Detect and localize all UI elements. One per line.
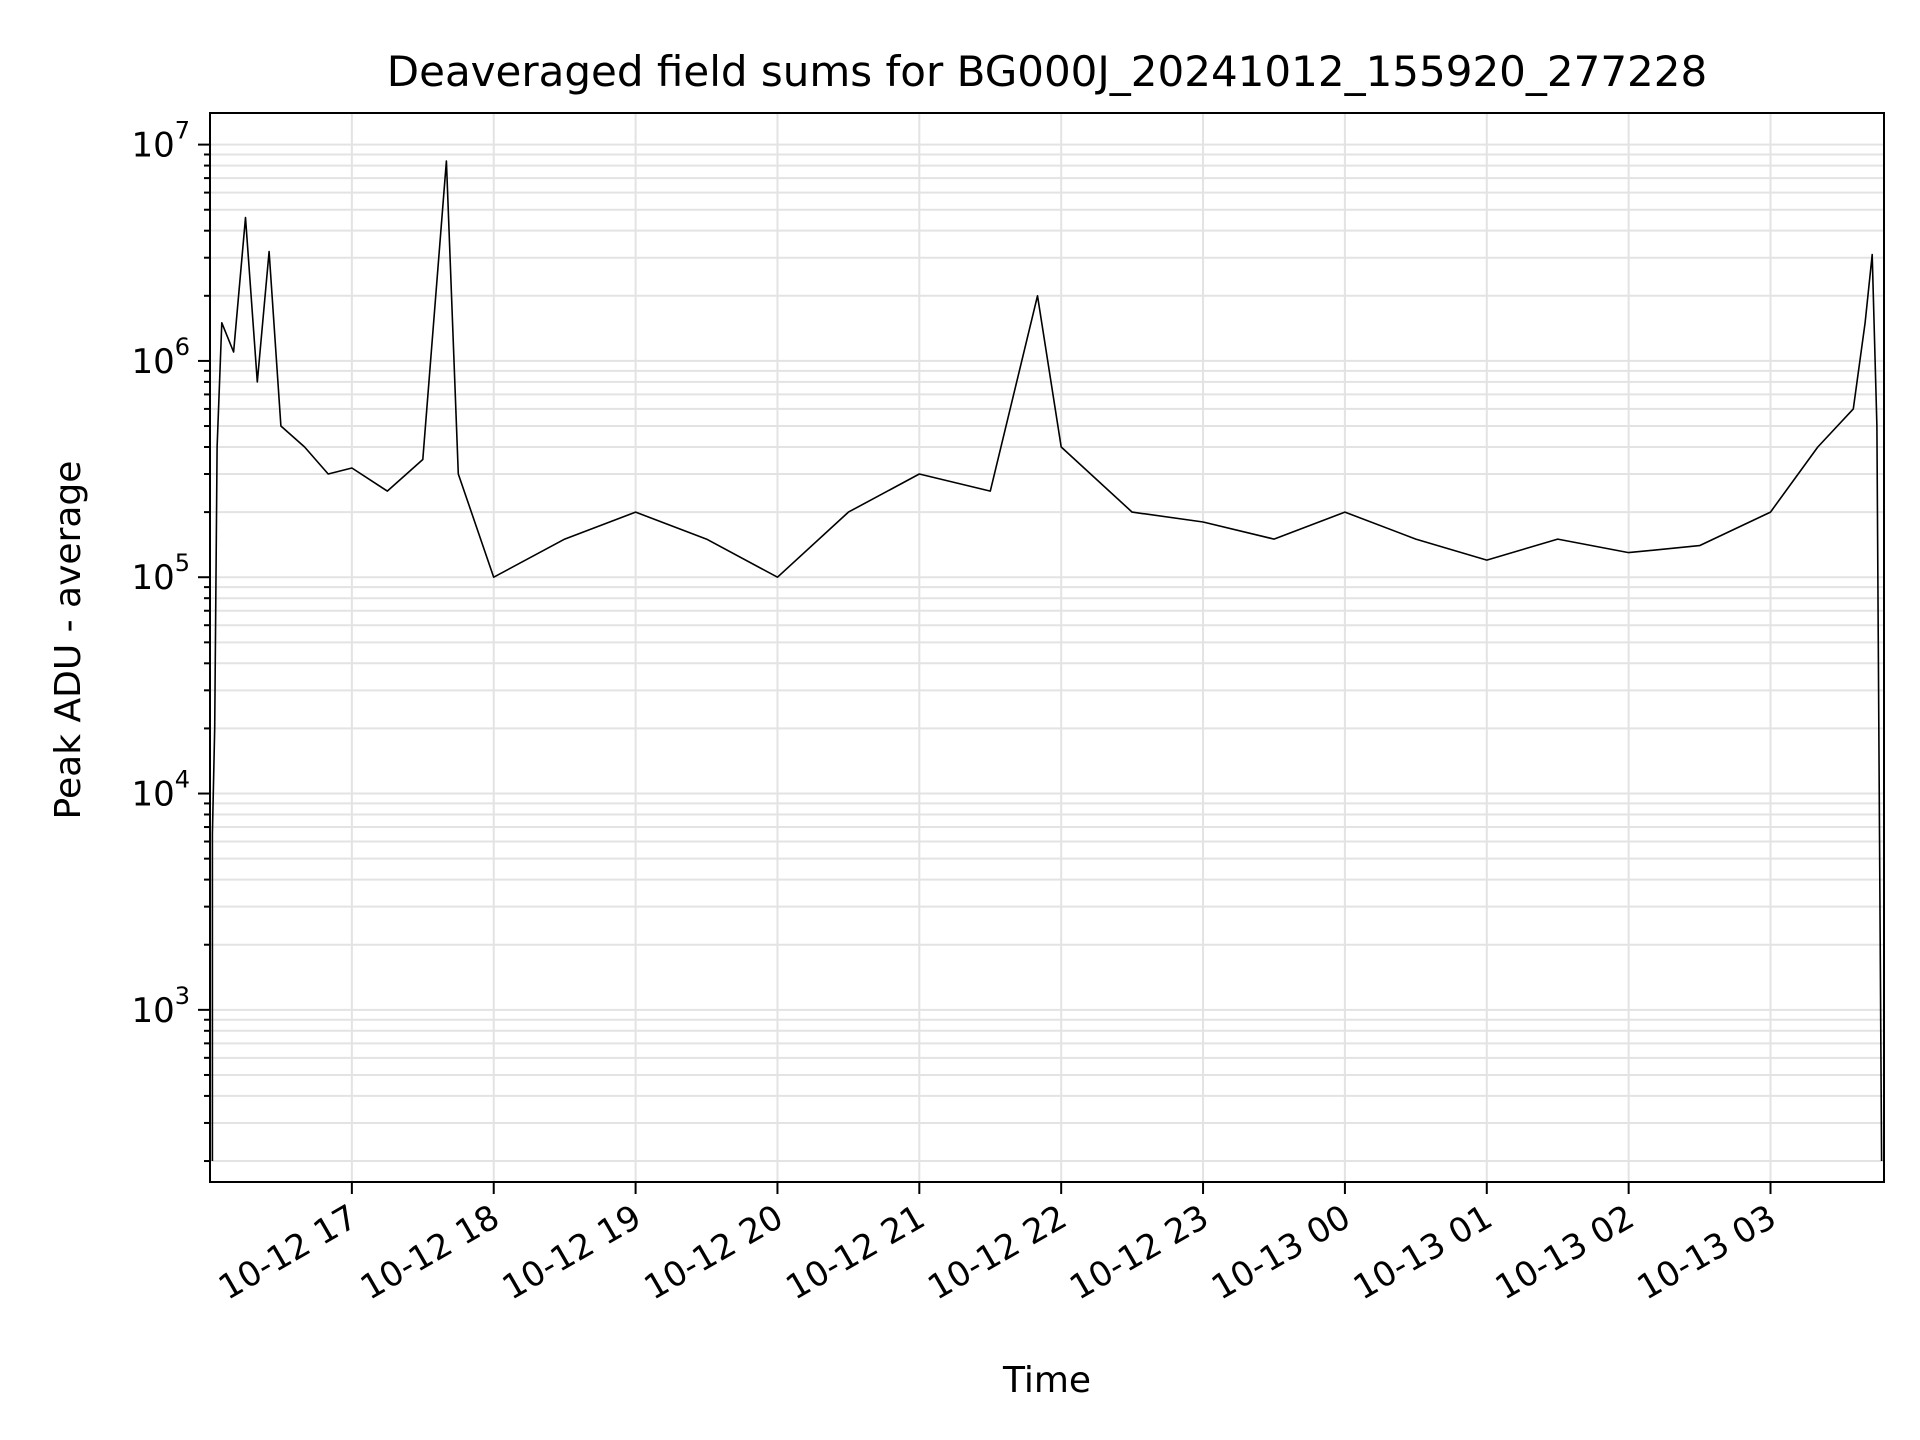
- x-axis-label: Time: [1002, 1360, 1091, 1401]
- x-tick-label: 10-12 17: [212, 1197, 364, 1308]
- x-tick-label: 10-12 18: [354, 1197, 506, 1308]
- x-tick-label: 10-13 01: [1347, 1197, 1499, 1308]
- plot-frame: [209, 112, 1885, 1183]
- grid-lines: [210, 113, 1884, 1182]
- y-tick-label: 107: [131, 117, 190, 166]
- x-tick-label: 10-13 03: [1631, 1197, 1783, 1308]
- x-tick-label: 10-12 21: [779, 1197, 931, 1308]
- y-tick-label: 106: [131, 333, 190, 382]
- series-group: [211, 160, 1883, 1162]
- y-axis-label: Peak ADU - average: [48, 461, 89, 820]
- y-tick-label: 104: [131, 766, 190, 815]
- series-line: [211, 160, 1883, 1162]
- x-tick-label: 10-12 23: [1063, 1197, 1215, 1308]
- y-tick-label: 103: [131, 982, 190, 1031]
- y-tick-label: 105: [131, 549, 190, 598]
- x-tick-label: 10-13 00: [1205, 1197, 1357, 1308]
- x-tick-label: 10-12 22: [921, 1197, 1073, 1308]
- tick-marks: [198, 143, 1772, 1194]
- y-tick-labels: 103 104 105 106 107: [131, 117, 190, 1031]
- chart-title: Deaveraged field sums for BG000J_2024101…: [387, 47, 1707, 96]
- x-tick-label: 10-13 02: [1489, 1197, 1641, 1308]
- x-tick-label: 10-12 19: [496, 1197, 648, 1308]
- x-tick-label: 10-12 20: [638, 1197, 790, 1308]
